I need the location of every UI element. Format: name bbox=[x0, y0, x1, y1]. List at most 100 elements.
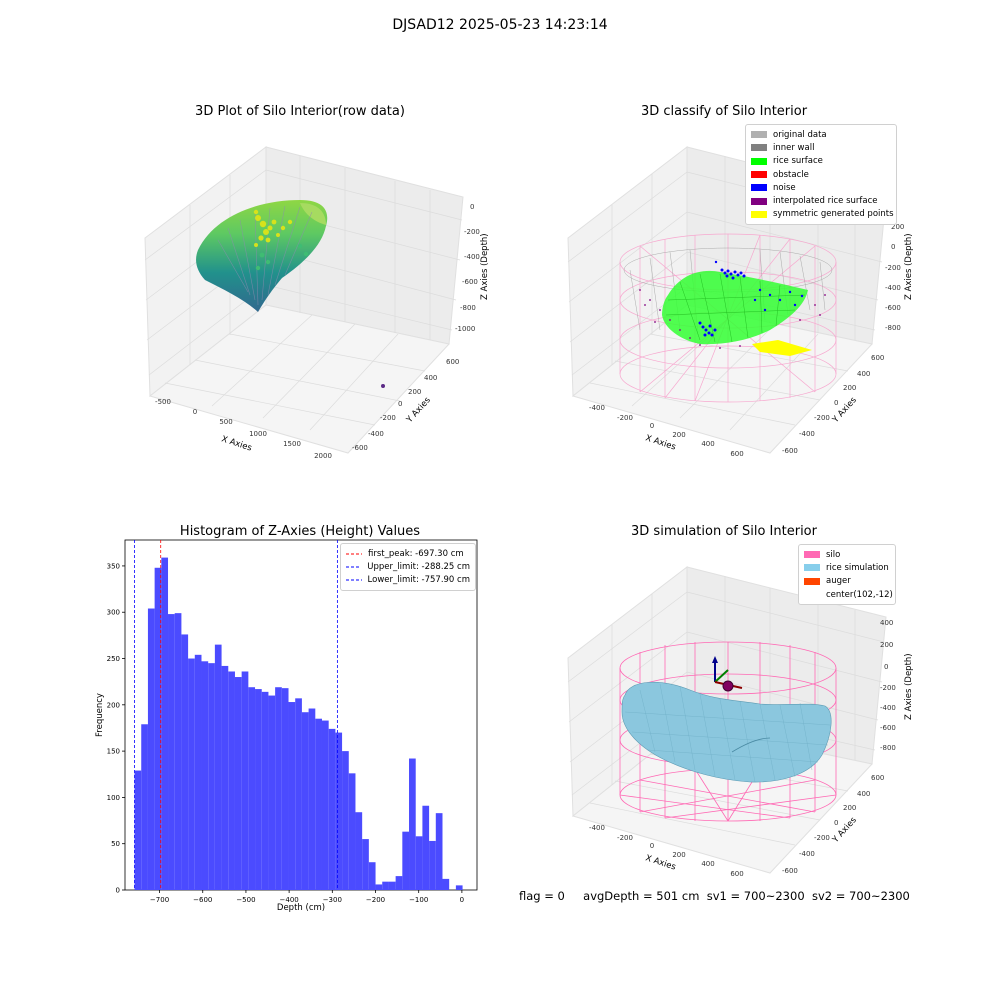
legend-entry: symmetric generated points bbox=[751, 208, 894, 221]
legend-label: inner wall bbox=[773, 142, 815, 153]
legend-label: auger bbox=[826, 576, 851, 587]
raw-zlabel: Z Axies (Depth) bbox=[480, 233, 490, 300]
raw-ytick: 0 bbox=[398, 400, 402, 408]
histogram-xtick-label: −600 bbox=[193, 896, 212, 904]
legend-line-blue bbox=[346, 579, 362, 581]
legend-swatch bbox=[751, 184, 767, 192]
legend-swatch bbox=[751, 171, 767, 179]
legend-label: first_peak: -697.30 cm bbox=[368, 548, 464, 559]
raw-xtick: -500 bbox=[155, 398, 171, 406]
histogram-bar bbox=[321, 720, 329, 890]
legend-entry: rice simulation bbox=[804, 561, 890, 574]
legend-swatch bbox=[804, 551, 820, 559]
legend-label: noise bbox=[773, 182, 796, 193]
histogram-yticks: 0 50 100 150 200 250 300 350 bbox=[107, 562, 125, 895]
histogram-ytick-label: 250 bbox=[107, 655, 120, 663]
raw-ztick: -200 bbox=[464, 228, 480, 236]
raw-ztick: -1000 bbox=[455, 325, 475, 333]
histogram-bar bbox=[134, 770, 142, 890]
legend-entry: inner wall bbox=[751, 141, 891, 154]
legend-label: Upper_limit: -288.25 cm bbox=[367, 561, 470, 572]
histogram-bar bbox=[328, 728, 336, 890]
classify-ytick: -400 bbox=[799, 430, 815, 438]
legend-label: rice surface bbox=[773, 156, 823, 167]
histogram-bar bbox=[268, 695, 276, 890]
raw-xtick: 0 bbox=[193, 408, 197, 416]
panel-title-classify: 3D classify of Silo Interior bbox=[640, 104, 808, 119]
classify-noise bbox=[698, 260, 804, 337]
histogram-xticks: −700 −600 −500 −400 −300 −200 −100 0 bbox=[150, 890, 464, 904]
classify-xtick: 0 bbox=[650, 422, 654, 430]
histogram-bar bbox=[368, 862, 376, 890]
histogram-bar bbox=[201, 661, 209, 890]
classify-ytick: -600 bbox=[782, 447, 798, 455]
sim-xtick: 0 bbox=[650, 842, 654, 850]
histogram-xtick-label: 0 bbox=[460, 896, 464, 904]
legend-swatch bbox=[804, 577, 820, 585]
sv2-text: sv2 = 700~2300 bbox=[811, 889, 910, 903]
histogram-bar bbox=[214, 644, 222, 890]
classify-zlabel: Z Axies (Depth) bbox=[904, 233, 914, 300]
legend-label: interpolated rice surface bbox=[773, 196, 878, 207]
histogram-bar bbox=[288, 702, 296, 890]
panel-title-histogram: Histogram of Z-Axies (Height) Values bbox=[179, 524, 421, 539]
histogram-ytick-label: 300 bbox=[107, 609, 120, 617]
legend-entry: first_peak: -697.30 cm bbox=[346, 547, 470, 560]
legend-label: rice simulation bbox=[826, 562, 889, 573]
sim-xtick: -200 bbox=[617, 834, 633, 842]
legend-entry: original data bbox=[751, 128, 891, 141]
classify-xtick: 200 bbox=[672, 431, 685, 439]
raw-ztick: 0 bbox=[470, 203, 474, 211]
histogram-bar bbox=[255, 689, 262, 890]
legend-label: silo bbox=[826, 549, 841, 560]
sim-ytick: 200 bbox=[843, 804, 856, 812]
raw-xtick: 1000 bbox=[249, 430, 267, 438]
histogram-bar bbox=[422, 805, 430, 890]
figure-title: DJSAD12 2025-05-23 14:23:14 bbox=[392, 17, 608, 33]
legend-entry: center(102,-12) bbox=[804, 588, 893, 601]
sim-ztick: -200 bbox=[880, 684, 896, 692]
histogram-bar bbox=[442, 878, 450, 890]
classify-ztick: 200 bbox=[891, 223, 904, 231]
sim-xtick: 600 bbox=[730, 870, 743, 878]
histogram-ytick-label: 0 bbox=[116, 887, 120, 895]
classify-xtick: -200 bbox=[617, 414, 633, 422]
raw-xtick: 2000 bbox=[314, 452, 332, 460]
histogram-bar bbox=[375, 884, 383, 890]
histogram-bar bbox=[435, 813, 443, 890]
avg-depth-text: avgDepth = 501 cm bbox=[583, 889, 700, 903]
legend-entry: noise bbox=[751, 181, 891, 194]
legend-label: obstacle bbox=[773, 169, 809, 180]
legend-line-blue bbox=[346, 566, 362, 568]
classify-interpolated bbox=[639, 289, 826, 349]
legend-label: symmetric generated points bbox=[773, 209, 894, 220]
legend-swatch bbox=[751, 131, 767, 139]
histogram-bar bbox=[161, 557, 169, 890]
raw-ytick: 600 bbox=[446, 358, 459, 366]
sim-ztick: -400 bbox=[880, 704, 896, 712]
raw-ztick: -800 bbox=[460, 304, 476, 312]
legend-line-red bbox=[346, 553, 362, 555]
sim-xtick: -400 bbox=[589, 824, 605, 832]
histogram-xlabel: Depth (cm) bbox=[277, 903, 325, 913]
sim-ytick: 600 bbox=[871, 774, 884, 782]
panel-classify-3d: -400 -200 0 200 400 600 600 400 200 0 -2… bbox=[567, 145, 914, 458]
classify-ytick: -200 bbox=[814, 414, 830, 422]
sim-xtick: 200 bbox=[672, 851, 685, 859]
histogram-bar bbox=[141, 724, 148, 890]
classify-ztick: -200 bbox=[885, 264, 901, 272]
histogram-bar bbox=[174, 613, 182, 890]
legend-entry: Upper_limit: -288.25 cm bbox=[346, 560, 470, 573]
histogram-bar bbox=[301, 712, 309, 890]
panel-title-simulation: 3D simulation of Silo Interior bbox=[631, 524, 817, 539]
classify-ytick: 600 bbox=[871, 354, 884, 362]
histogram-bar bbox=[455, 885, 463, 890]
histogram-bar bbox=[147, 608, 155, 890]
histogram-bar bbox=[362, 839, 369, 890]
simulation-axis-ticks: -400 -200 0 200 400 600 600 400 200 0 -2… bbox=[589, 619, 896, 878]
histogram-bar bbox=[409, 758, 416, 890]
classify-legend: original data inner wall rice surface ob… bbox=[745, 124, 897, 226]
histogram-bar bbox=[181, 634, 189, 890]
legend-entry: obstacle bbox=[751, 168, 891, 181]
